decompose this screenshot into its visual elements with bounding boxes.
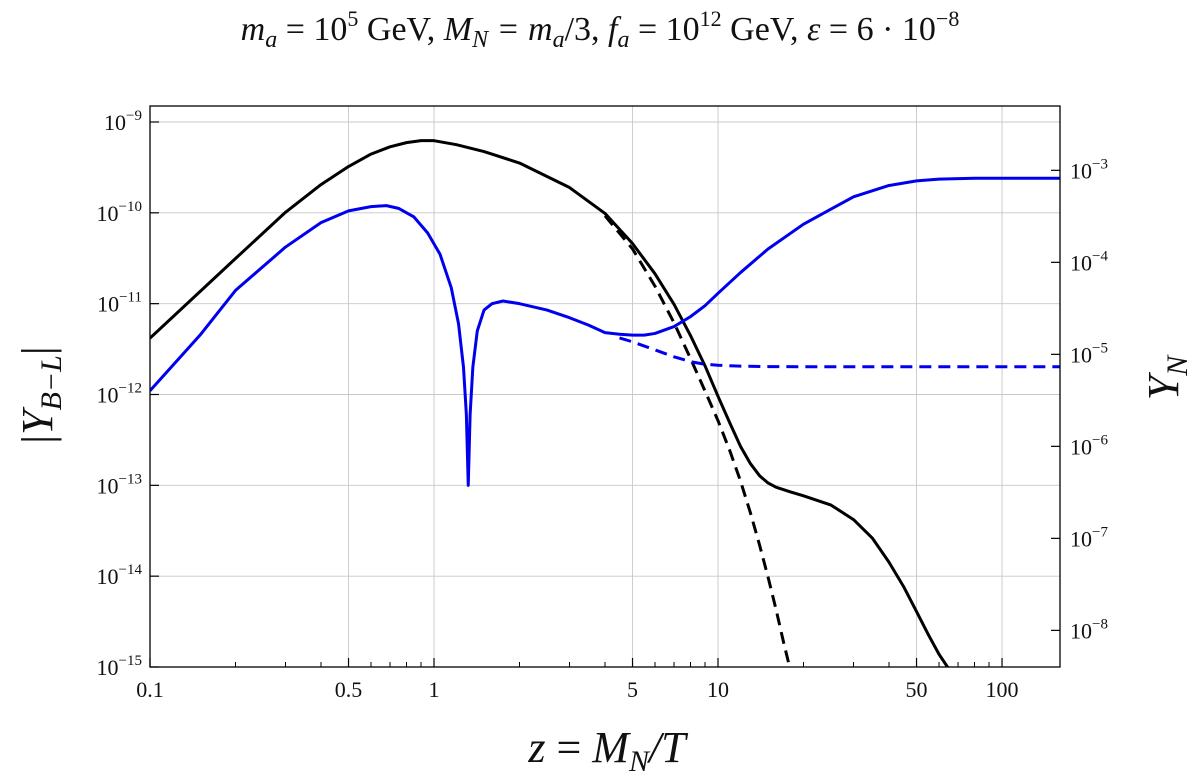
series-line-4 <box>619 336 1060 369</box>
x-tick-label: 0.1 <box>136 677 164 702</box>
y-tick-label-right: 10−5 <box>1070 340 1108 367</box>
y-tick-label-right: 10−3 <box>1070 156 1108 183</box>
y-tick-label-left: 10−11 <box>97 290 142 317</box>
tick-labels: 0.1 0.5 1 5 10 50 100 10−9 10−10 10−11 10−12 10−13 1… <box>97 108 1109 702</box>
y-axis-title-right: YN <box>1139 354 1194 400</box>
x-tick-label: 1 <box>429 677 440 702</box>
series-line-3 <box>150 176 1060 487</box>
y-axis-title-left: |YB−L| <box>13 346 68 443</box>
y-tick-label-left: 10−10 <box>97 199 142 226</box>
y-tick-label-left: 10−14 <box>97 562 143 589</box>
y-tick-label-left: 10−13 <box>97 471 142 498</box>
chart-title: ma = 105 GeV, MN = ma/3, fa = 1012 GeV, … <box>241 6 960 53</box>
y-tick-label-right: 10−7 <box>1070 524 1108 551</box>
y-tick-label-right: 10−8 <box>1070 616 1108 643</box>
tick-marks <box>149 121 1060 668</box>
y-tick-label-left: 10−9 <box>104 108 142 135</box>
x-tick-label: 5 <box>627 677 638 702</box>
plot-frame <box>149 105 1061 668</box>
y-tick-label-right: 10−6 <box>1070 432 1108 459</box>
series-line-2 <box>603 214 791 666</box>
series-line-1 <box>150 139 950 667</box>
x-axis-title: z = MN/T <box>527 723 689 778</box>
plot-area <box>150 139 1060 667</box>
y-tick-label-left: 10−12 <box>97 380 142 407</box>
x-tick-label: 10 <box>707 677 729 702</box>
x-tick-label: 100 <box>986 677 1019 702</box>
x-tick-label: 50 <box>906 677 928 702</box>
y-tick-label-left: 10−15 <box>97 653 142 680</box>
grid-lines <box>149 106 1060 668</box>
x-tick-label: 0.5 <box>335 677 363 702</box>
y-tick-label-right: 10−4 <box>1070 248 1108 275</box>
